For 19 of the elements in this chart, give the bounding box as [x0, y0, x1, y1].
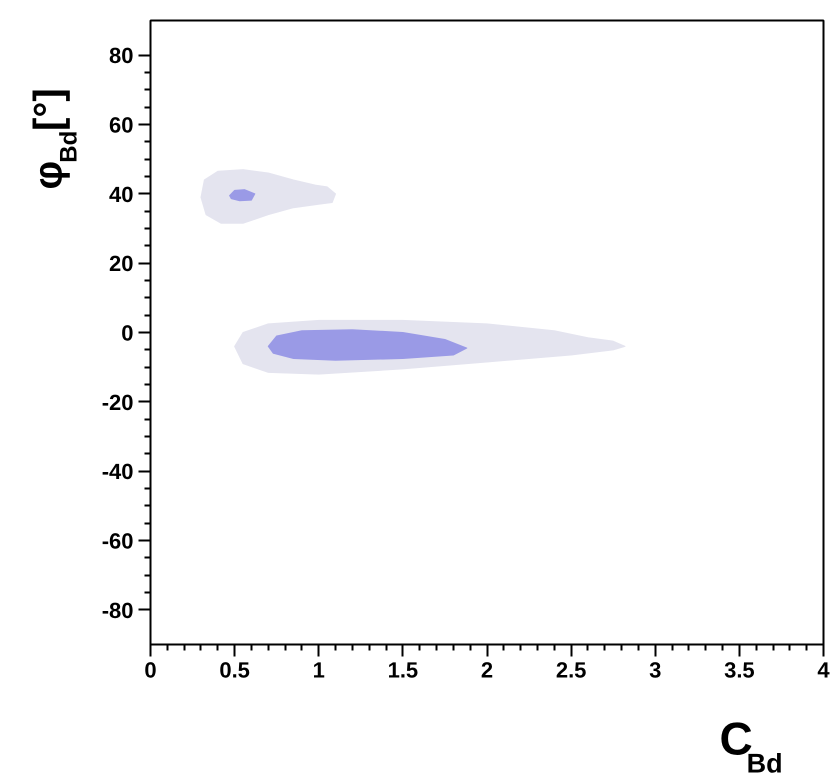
- x-tick-label: 1: [312, 658, 325, 682]
- x-tick-label: 3: [649, 658, 662, 682]
- y-tick-label: -20: [102, 390, 134, 415]
- y-tick-label: 80: [109, 43, 134, 68]
- x-tick-label: 3.5: [724, 658, 755, 682]
- y-tick-label: 60: [109, 112, 134, 138]
- y-tick-label: 20: [109, 251, 134, 276]
- y-tick-label: -40: [102, 459, 134, 484]
- y-tick-label: 40: [109, 182, 134, 207]
- y-tick-label: -80: [102, 598, 134, 623]
- x-tick-label: 2.5: [556, 658, 586, 682]
- y-axis-title: φBd[°]: [26, 88, 82, 190]
- x-tick-label: 0: [144, 658, 157, 682]
- y-tick-label: -60: [102, 528, 134, 554]
- x-tick-label: 0.5: [219, 658, 250, 682]
- x-tick-label: 2: [480, 658, 494, 682]
- y-tick-label: 0: [121, 320, 134, 346]
- x-tick-label: 1.5: [388, 658, 418, 682]
- x-tick-label: 4: [817, 658, 830, 682]
